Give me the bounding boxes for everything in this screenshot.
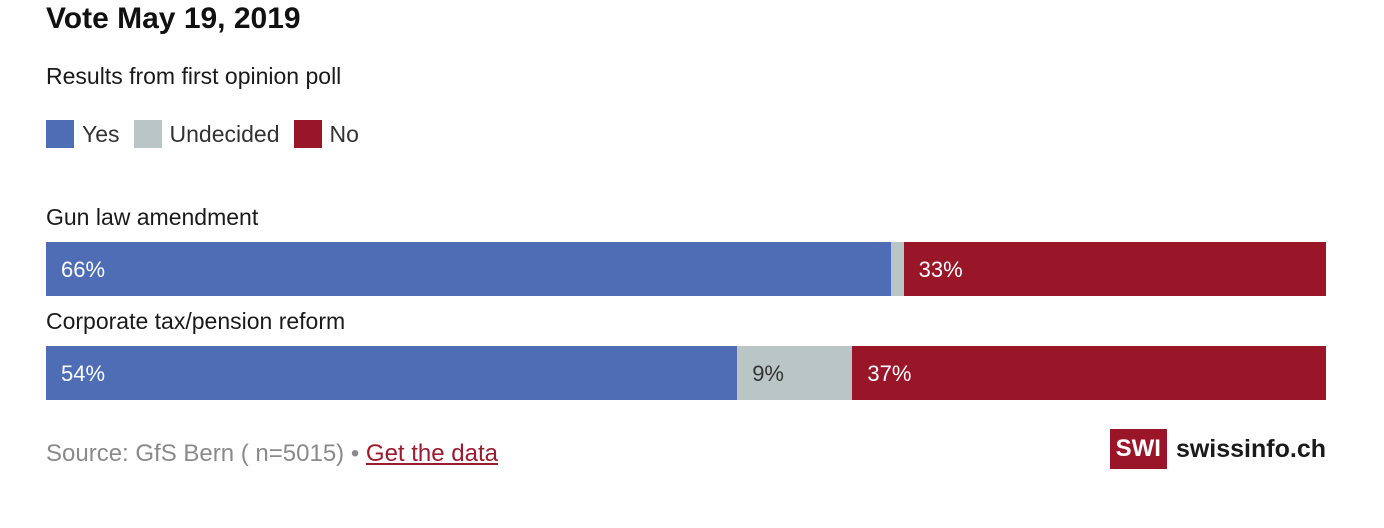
legend-swatch-undecided bbox=[133, 120, 162, 148]
source-line: Source: GfS Bern ( n=5015) • Get the dat… bbox=[46, 440, 498, 468]
stacked-bar: 66% 33% bbox=[46, 242, 1326, 296]
legend-swatch-no bbox=[293, 120, 322, 148]
chart-subtitle: Results from first opinion poll bbox=[46, 63, 342, 89]
data-label: 66% bbox=[61, 257, 106, 282]
logo-name: swissinfo.ch bbox=[1175, 434, 1326, 463]
bar-segment-yes: 66% bbox=[46, 242, 891, 296]
data-label: 33% bbox=[918, 257, 963, 282]
data-label: 54% bbox=[61, 361, 106, 386]
legend: Yes Undecided No bbox=[46, 120, 373, 148]
legend-item-no: No bbox=[293, 120, 359, 148]
chart-title: Vote May 19, 2019 bbox=[46, 2, 301, 35]
category-label: Gun law amendment bbox=[46, 204, 259, 230]
bar-segment-no: 37% bbox=[852, 346, 1326, 400]
bar-segment-no: 33% bbox=[903, 242, 1326, 296]
legend-label: Yes bbox=[82, 120, 120, 147]
get-the-data-link[interactable]: Get the data bbox=[365, 440, 498, 467]
bar-segment-undecided: 9% bbox=[737, 346, 853, 400]
legend-item-undecided: Undecided bbox=[133, 120, 280, 148]
bar-segment-undecided bbox=[890, 242, 904, 296]
stacked-bar: 54% 9% 37% bbox=[46, 346, 1326, 400]
legend-item-yes: Yes bbox=[46, 120, 120, 148]
swi-badge: SWI bbox=[1109, 429, 1167, 469]
legend-label: No bbox=[329, 120, 359, 147]
category-label: Corporate tax/pension reform bbox=[46, 308, 346, 334]
swissinfo-logo[interactable]: SWI swissinfo.ch bbox=[1109, 429, 1326, 469]
legend-swatch-yes bbox=[46, 120, 74, 148]
legend-label: Undecided bbox=[169, 120, 280, 147]
data-label: 37% bbox=[867, 361, 912, 386]
bar-segment-yes: 54% bbox=[46, 346, 738, 400]
data-label: 9% bbox=[752, 361, 784, 386]
source-text: Source: GfS Bern ( n=5015) • bbox=[46, 440, 360, 467]
